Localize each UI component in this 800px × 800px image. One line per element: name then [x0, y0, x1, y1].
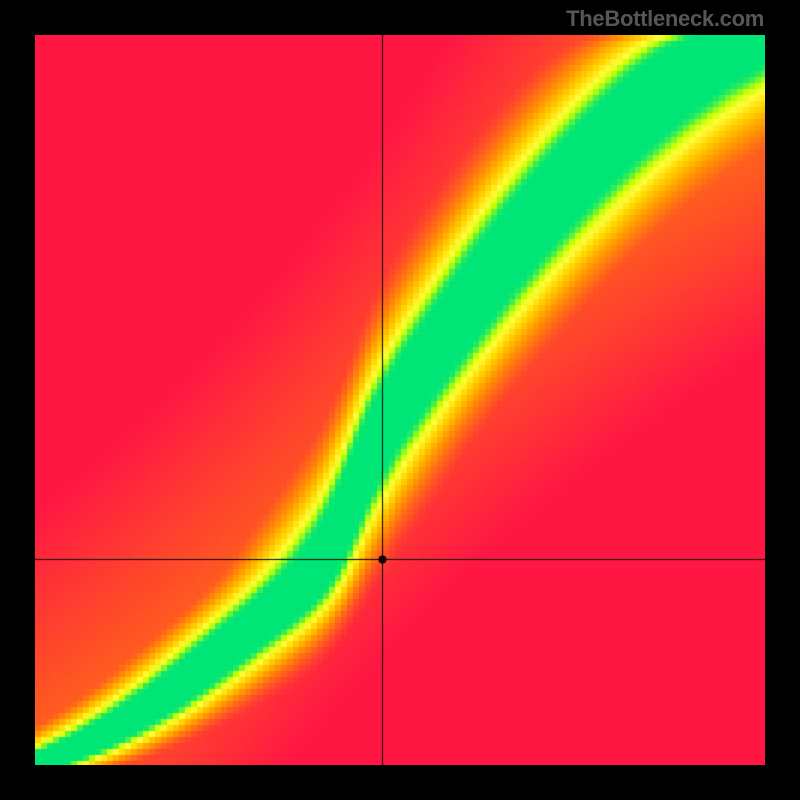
- watermark: TheBottleneck.com: [566, 6, 764, 32]
- chart-container: TheBottleneck.com: [0, 0, 800, 800]
- heatmap-canvas: [35, 35, 765, 765]
